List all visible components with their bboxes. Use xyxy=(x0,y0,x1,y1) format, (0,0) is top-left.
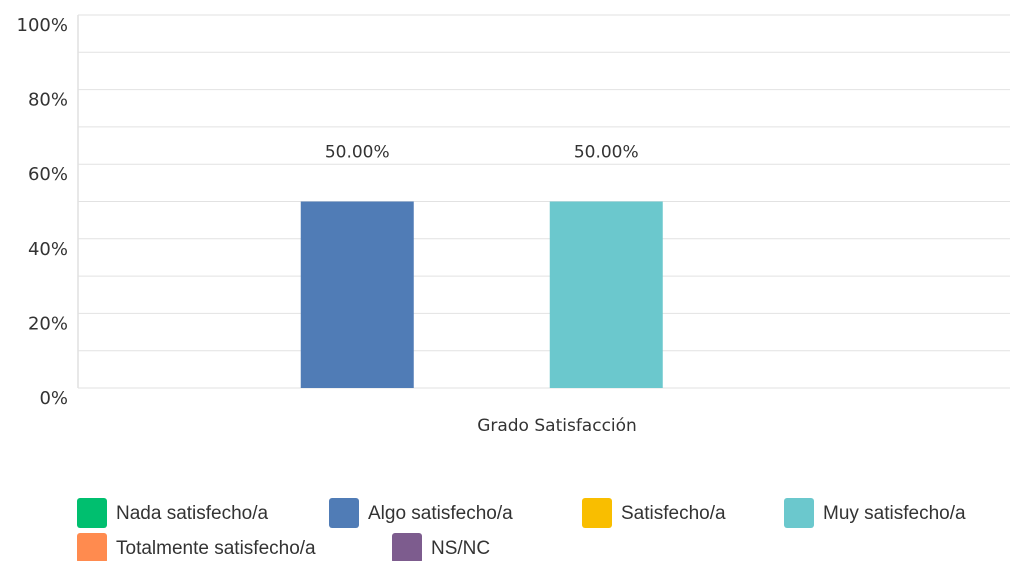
legend-label: Totalmente satisfecho/a xyxy=(116,538,316,559)
y-tick-label: 0% xyxy=(39,388,68,409)
legend-swatch xyxy=(784,498,814,528)
y-tick-label: 100% xyxy=(17,15,68,36)
legend-label: Satisfecho/a xyxy=(621,503,726,524)
legend-swatch xyxy=(77,498,107,528)
legend-swatch xyxy=(329,498,359,528)
legend-swatch xyxy=(77,533,107,561)
y-tick-label: 80% xyxy=(28,90,68,111)
legend-label: Muy satisfecho/a xyxy=(823,503,966,524)
value-label: 50.00% xyxy=(325,143,390,163)
legend-label: Nada satisfecho/a xyxy=(116,503,269,524)
y-tick-label: 40% xyxy=(28,239,68,260)
y-tick-label: 60% xyxy=(28,164,68,185)
legend-swatch xyxy=(582,498,612,528)
value-label: 50.00% xyxy=(574,143,639,163)
x-axis-label: Grado Satisfacción xyxy=(477,416,637,436)
legend-label: Algo satisfecho/a xyxy=(368,503,513,524)
legend-label: NS/NC xyxy=(431,538,490,559)
bar xyxy=(300,201,414,388)
bar xyxy=(549,201,663,388)
legend-swatch xyxy=(392,533,422,561)
y-tick-label: 20% xyxy=(28,313,68,334)
